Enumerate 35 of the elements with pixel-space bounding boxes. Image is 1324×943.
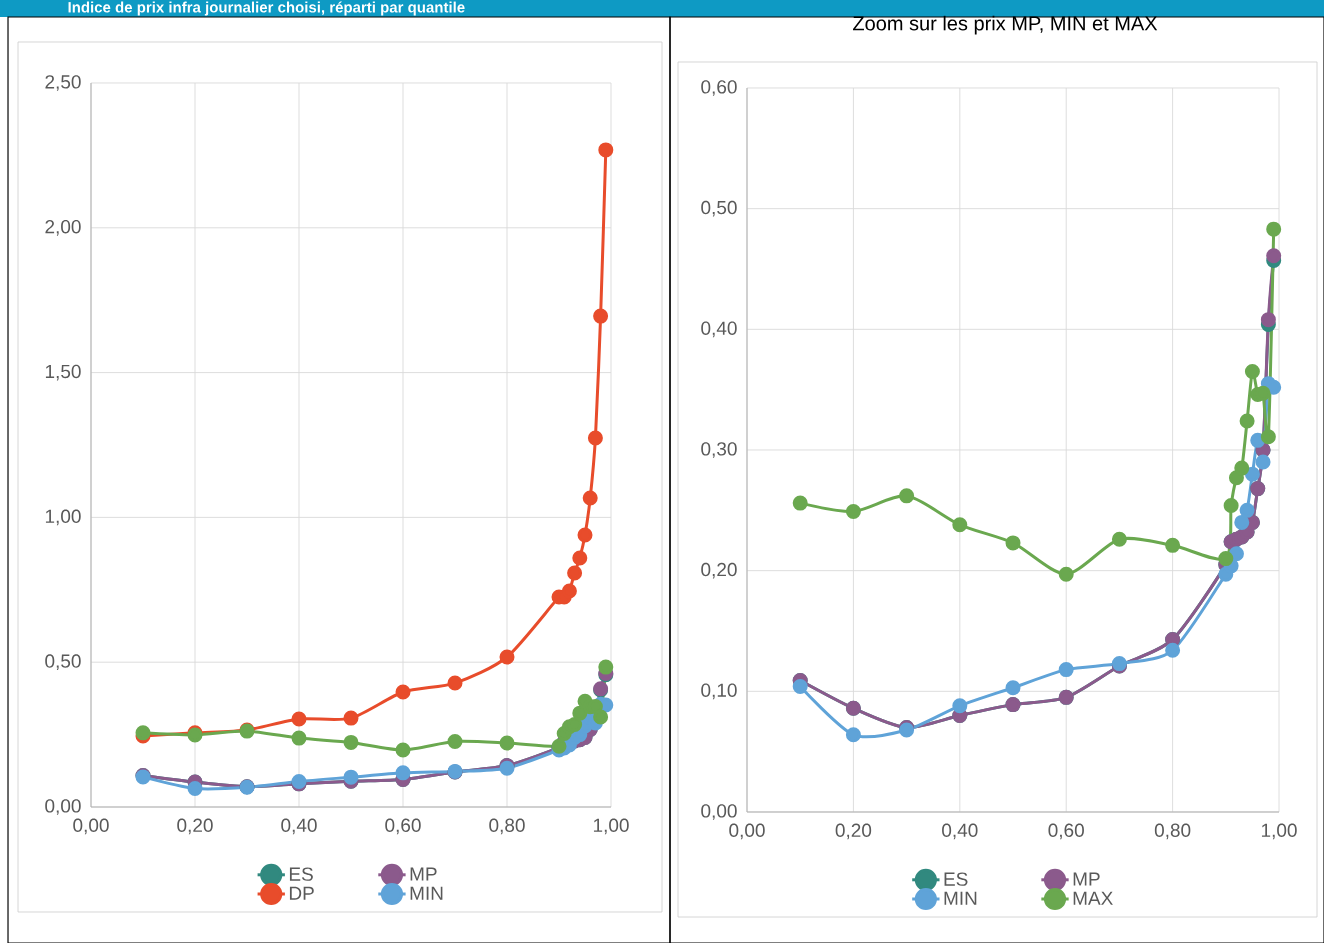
y-tick-label: 0,20 xyxy=(701,562,737,579)
legend-label: DP xyxy=(289,886,314,900)
y-tick-label: 2,00 xyxy=(45,219,81,236)
x-tick-label: 0,40 xyxy=(281,818,317,835)
x-tick-label: 0,00 xyxy=(729,823,765,840)
x-tick-label: 0,60 xyxy=(1048,823,1084,840)
legend-label: ES xyxy=(944,872,968,886)
x-tick-label: 1,00 xyxy=(593,818,629,835)
x-tick-label: 0,00 xyxy=(73,818,109,835)
y-tick-label: 0,30 xyxy=(701,442,737,458)
legend-label: MP xyxy=(410,867,437,881)
legend-label: MAX xyxy=(1073,891,1113,905)
y-tick-label: 0,00 xyxy=(45,799,81,815)
y-tick-label: 0,40 xyxy=(701,321,737,338)
x-tick-label: 0,20 xyxy=(177,818,213,835)
y-tick-label: 1,00 xyxy=(45,509,81,526)
x-tick-label: 1,00 xyxy=(1261,823,1297,840)
chart-title: Zoom sur les prix MP, MIN et MAX xyxy=(853,15,1158,35)
y-tick-label: 0,50 xyxy=(701,200,737,217)
y-tick-label: 1,50 xyxy=(45,364,81,381)
legend-label: ES xyxy=(289,867,313,881)
y-tick-label: 0,50 xyxy=(45,654,81,671)
legend-label: MP xyxy=(1073,872,1100,886)
x-tick-label: 0,60 xyxy=(385,818,421,835)
x-tick-label: 0,40 xyxy=(942,823,978,840)
chart-title: Indice de prix infra journalier choisi, réparti par quantile xyxy=(68,1,465,16)
x-tick-label: 0,80 xyxy=(1154,823,1191,840)
x-tick-label: 0,20 xyxy=(835,823,872,840)
legend-label: MIN xyxy=(944,891,977,905)
y-tick-label: 2,50 xyxy=(45,75,81,91)
y-tick-label: 0,60 xyxy=(701,80,737,96)
y-tick-label: 0,00 xyxy=(701,804,737,820)
x-tick-label: 0,80 xyxy=(489,818,525,835)
legend-label: MIN xyxy=(410,886,443,900)
y-tick-label: 0,10 xyxy=(701,683,737,700)
